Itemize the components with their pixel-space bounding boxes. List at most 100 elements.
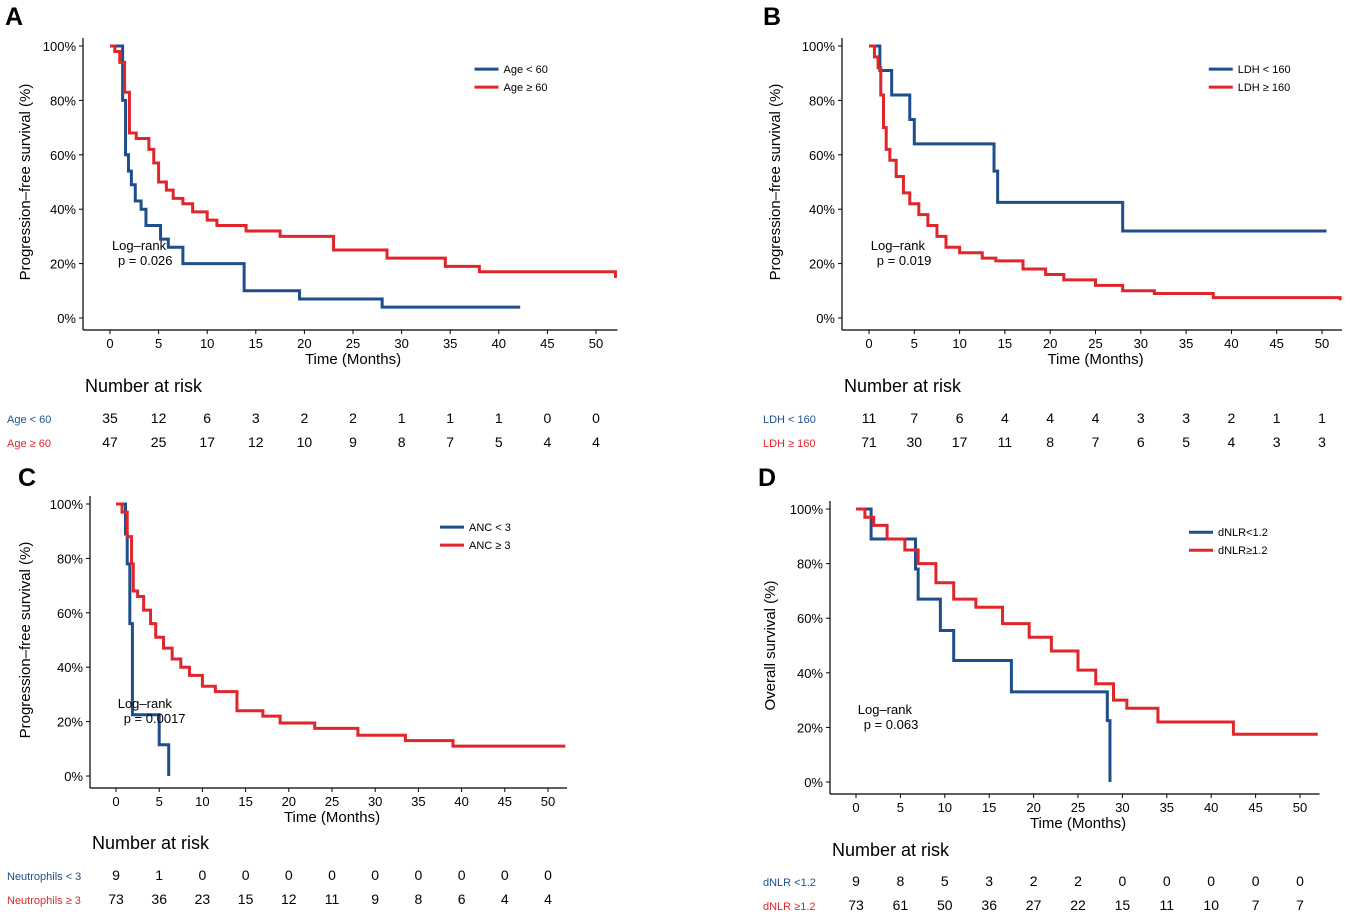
y-tick-label: 40% <box>50 202 76 217</box>
x-tick-label: 10 <box>938 800 952 815</box>
risk-count: 23 <box>195 891 211 907</box>
risk-count: 0 <box>1296 873 1304 889</box>
risk-count: 2 <box>349 410 357 426</box>
risk-count: 4 <box>544 891 552 907</box>
risk-count: 1 <box>398 410 406 426</box>
risk-count: 9 <box>112 867 120 883</box>
risk-count: 0 <box>1207 873 1215 889</box>
y-tick-label: 20% <box>57 715 83 730</box>
x-tick-label: 30 <box>1134 336 1148 351</box>
y-axis-label: Progression–free survival (%) <box>17 84 34 281</box>
y-tick-label: 40% <box>797 666 823 681</box>
x-tick-label: 0 <box>852 800 859 815</box>
x-tick-label: 15 <box>982 800 996 815</box>
risk-count: 3 <box>1137 410 1145 426</box>
risk-table-title: Number at risk <box>92 833 210 853</box>
risk-row-label: Neutrophils < 3 <box>7 871 81 883</box>
panel-letter: A <box>5 3 23 31</box>
risk-count: 1 <box>446 410 454 426</box>
y-tick-label: 100% <box>50 497 84 512</box>
x-tick-label: 0 <box>112 794 119 809</box>
curve-low-group <box>110 44 521 309</box>
risk-count: 0 <box>285 867 293 883</box>
legend-label: Age ≥ 60 <box>504 82 548 94</box>
x-tick-label: 10 <box>195 794 209 809</box>
x-tick-label: 50 <box>1315 336 1329 351</box>
x-tick-label: 20 <box>297 336 311 351</box>
risk-row-label: LDH < 160 <box>763 414 816 426</box>
risk-count: 0 <box>544 410 552 426</box>
risk-count: 73 <box>108 891 124 907</box>
risk-count: 4 <box>544 434 552 450</box>
risk-count: 11 <box>862 410 877 426</box>
legend-label: ANC ≥ 3 <box>469 540 511 552</box>
risk-count: 10 <box>1203 897 1219 912</box>
risk-count: 15 <box>238 891 254 907</box>
x-tick-label: 35 <box>1160 800 1174 815</box>
x-axis-label: Time (Months) <box>305 351 401 368</box>
logrank-label: Log–rank <box>118 696 173 711</box>
risk-count: 11 <box>998 434 1013 450</box>
logrank-pvalue: p = 0.026 <box>118 253 173 268</box>
x-tick-label: 10 <box>952 336 966 351</box>
risk-count: 2 <box>1228 410 1236 426</box>
risk-count: 12 <box>248 434 264 450</box>
risk-count: 61 <box>893 897 909 912</box>
risk-count: 0 <box>458 867 466 883</box>
x-tick-label: 45 <box>540 336 554 351</box>
risk-count: 8 <box>1046 434 1054 450</box>
y-tick-label: 60% <box>57 606 83 621</box>
x-tick-label: 5 <box>155 336 162 351</box>
risk-count: 22 <box>1070 897 1086 912</box>
x-axis-label: Time (Months) <box>1047 351 1143 368</box>
risk-count: 4 <box>1001 410 1009 426</box>
risk-count: 17 <box>199 434 215 450</box>
x-tick-label: 25 <box>346 336 360 351</box>
x-tick-label: 20 <box>1026 800 1040 815</box>
x-tick-label: 5 <box>156 794 163 809</box>
risk-table-title: Number at risk <box>844 376 962 396</box>
risk-count: 3 <box>1273 434 1281 450</box>
risk-count: 11 <box>325 891 340 907</box>
x-tick-label: 15 <box>238 794 252 809</box>
panel-letter: C <box>18 464 36 492</box>
risk-count: 3 <box>1318 434 1326 450</box>
x-tick-label: 15 <box>998 336 1012 351</box>
x-tick-label: 25 <box>1088 336 1102 351</box>
risk-count: 47 <box>102 434 118 450</box>
risk-count: 5 <box>495 434 503 450</box>
x-tick-label: 50 <box>589 336 603 351</box>
risk-row-label: Age ≥ 60 <box>7 438 51 450</box>
risk-count: 6 <box>1137 434 1145 450</box>
risk-count: 7 <box>1252 897 1260 912</box>
y-tick-label: 0% <box>64 769 83 784</box>
x-tick-label: 5 <box>897 800 904 815</box>
risk-count: 10 <box>297 434 313 450</box>
risk-count: 9 <box>349 434 357 450</box>
y-tick-label: 60% <box>50 148 76 163</box>
x-axis-label: Time (Months) <box>1030 815 1126 832</box>
x-tick-label: 0 <box>865 336 872 351</box>
panel-d: D0%20%40%60%80%100%0 5 10 15 20 25 30 35 40 45 50T… <box>758 464 1320 912</box>
risk-count: 25 <box>151 434 167 450</box>
x-tick-label: 50 <box>1293 800 1307 815</box>
x-tick-label: 40 <box>1224 336 1238 351</box>
logrank-label: Log–rank <box>858 702 913 717</box>
panel-b: B0%20%40%60%80%100%0 5 10 15 20 25 30 35 40 45 50T… <box>763 3 1342 450</box>
y-axis-label: Progression–free survival (%) <box>767 84 784 281</box>
curve-low-group <box>869 44 1327 233</box>
risk-count: 9 <box>371 891 379 907</box>
risk-count: 30 <box>907 434 923 450</box>
legend-label: LDH ≥ 160 <box>1238 82 1291 94</box>
risk-count: 0 <box>1252 873 1260 889</box>
panel-letter: B <box>763 3 781 31</box>
risk-count: 7 <box>1296 897 1304 912</box>
legend-label: LDH < 160 <box>1238 64 1291 76</box>
panel-c: C0%20%40%60%80%100%0 5 10 15 20 25 30 35 40 45 50T… <box>7 464 568 907</box>
y-tick-label: 40% <box>809 202 835 217</box>
risk-count: 50 <box>937 897 953 912</box>
x-tick-label: 25 <box>325 794 339 809</box>
risk-count: 35 <box>102 410 118 426</box>
logrank-pvalue: p = 0.0017 <box>124 711 186 726</box>
